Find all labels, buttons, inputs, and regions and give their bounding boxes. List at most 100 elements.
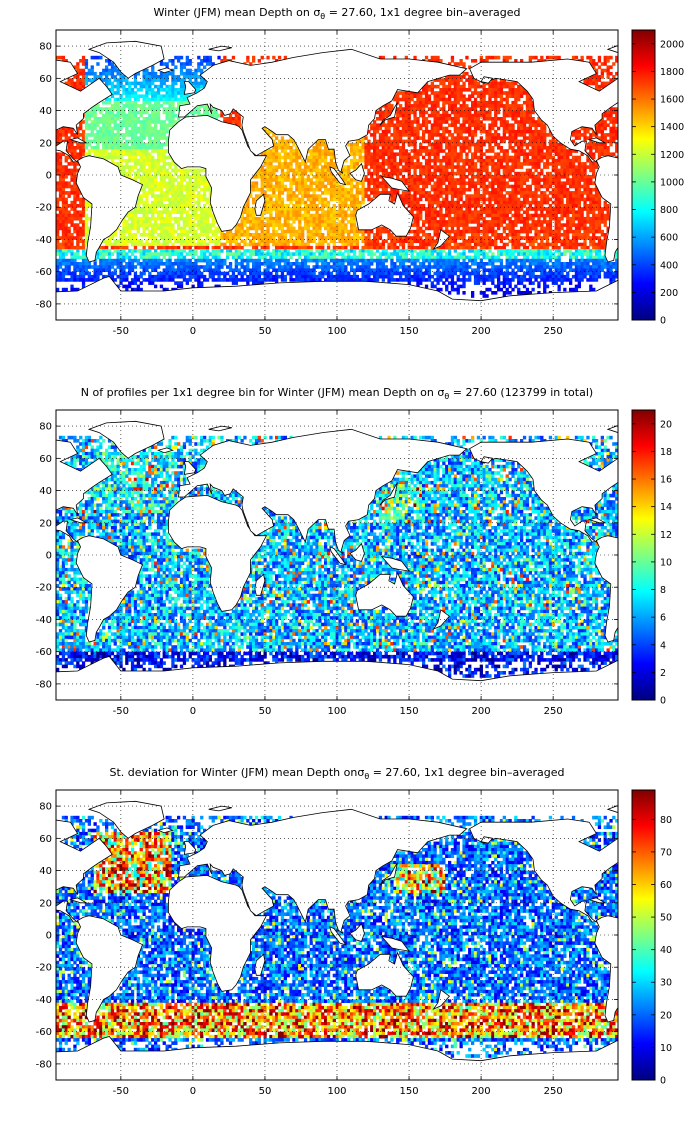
colorbar-tick-label: 1400 xyxy=(660,122,684,133)
y-tick-label: 80 xyxy=(39,802,52,813)
colorbar-tick-label: 2 xyxy=(660,668,666,679)
colorbar-tick-label: 1800 xyxy=(660,67,684,78)
y-tick-label: 40 xyxy=(39,106,52,117)
colorbar-tick-label: 1600 xyxy=(660,95,684,106)
colorbar-tick-label: 8 xyxy=(660,585,666,596)
colorbar-tick-label: 2000 xyxy=(660,39,684,50)
y-tick-label: -40 xyxy=(36,995,52,1006)
y-tick-label: -20 xyxy=(36,203,52,214)
x-tick-label: 100 xyxy=(327,326,346,337)
colorbar: 0 10 20 30 40 50 60 70 80 xyxy=(631,789,672,1087)
colorbar-tick-label: 50 xyxy=(660,913,672,924)
y-tick-label: 20 xyxy=(39,138,52,149)
colorbar-tick-label: 0 xyxy=(660,316,666,327)
y-tick-label: 60 xyxy=(39,834,52,845)
x-tick-label: 50 xyxy=(259,706,272,717)
title-text: Winter (JFM) mean Depth on xyxy=(154,6,314,19)
x-tick-label: 100 xyxy=(327,1086,346,1097)
grid-lines xyxy=(56,410,618,700)
y-tick-label: -40 xyxy=(36,615,52,626)
colorbar-tick-label: 60 xyxy=(660,880,672,891)
title-text: St. deviation for Winter (JFM) mean Dept… xyxy=(109,766,357,779)
data-field xyxy=(56,55,618,298)
colorbar-tick-label: 0 xyxy=(660,1076,666,1087)
colorbar-gradient xyxy=(631,789,656,1081)
x-tick-label: 150 xyxy=(400,706,419,717)
colorbar: 0 2 4 6 8 10 12 14 16 18 20 xyxy=(631,409,672,707)
y-tick-label: -20 xyxy=(36,963,52,974)
y-tick-label: 0 xyxy=(46,171,52,182)
colorbar-tick-label: 20 xyxy=(660,419,672,430)
y-tick-label: 60 xyxy=(39,454,52,465)
y-tick-label: -80 xyxy=(36,299,52,310)
panel-title: N of profiles per 1x1 degree bin for Win… xyxy=(81,386,593,401)
x-tick-label: -50 xyxy=(113,706,129,717)
y-tick-label: -60 xyxy=(36,1027,52,1038)
colorbar-tick-label: 1000 xyxy=(660,177,684,188)
x-tick-label: 250 xyxy=(544,326,563,337)
grid-lines xyxy=(56,30,618,320)
y-tick-label: 20 xyxy=(39,898,52,909)
title-text-end: = 27.60, 1x1 degree bin–averaged xyxy=(369,766,564,779)
colorbar-tick-label: 80 xyxy=(660,815,672,826)
colorbar-tick-label: 6 xyxy=(660,613,666,624)
x-tick-label: 0 xyxy=(190,706,196,717)
title-sigma: σ xyxy=(437,386,444,399)
colorbar-tick-label: 10 xyxy=(660,557,672,568)
y-tick-label: -80 xyxy=(36,1059,52,1070)
grid-lines xyxy=(56,790,618,1080)
title-subscript: θ xyxy=(444,392,449,401)
colorbar-tick-label: 14 xyxy=(660,502,672,513)
x-tick-label: 200 xyxy=(472,706,491,717)
colorbar-tick-label: 4 xyxy=(660,640,666,651)
colorbar-tick-label: 70 xyxy=(660,847,672,858)
colorbar-gradient xyxy=(631,29,656,321)
colorbar-tick-label: 40 xyxy=(660,945,672,956)
panel-title: Winter (JFM) mean Depth on σθ = 27.60, 1… xyxy=(154,6,521,21)
data-field xyxy=(56,815,618,1058)
coastlines xyxy=(56,420,618,700)
y-tick-label: -40 xyxy=(36,235,52,246)
y-tick-label: 40 xyxy=(39,486,52,497)
x-tick-label: 250 xyxy=(544,706,563,717)
x-tick-label: 200 xyxy=(472,1086,491,1097)
y-tick-label: 0 xyxy=(46,551,52,562)
panel-std-deviation: St. deviation for Winter (JFM) mean Dept… xyxy=(36,766,672,1097)
x-tick-label: -50 xyxy=(113,1086,129,1097)
panel-mean-depth: Winter (JFM) mean Depth on σθ = 27.60, 1… xyxy=(36,6,685,337)
x-tick-label: -50 xyxy=(113,326,129,337)
colorbar-gradient xyxy=(631,409,656,701)
colorbar-tick-label: 16 xyxy=(660,475,672,486)
x-tick-label: 100 xyxy=(327,706,346,717)
y-tick-label: 40 xyxy=(39,866,52,877)
y-tick-label: 80 xyxy=(39,422,52,433)
x-tick-label: 50 xyxy=(259,326,272,337)
y-tick-label: -20 xyxy=(36,583,52,594)
x-tick-label: 0 xyxy=(190,1086,196,1097)
y-tick-label: 60 xyxy=(39,74,52,85)
colorbar-tick-label: 10 xyxy=(660,1043,672,1054)
colorbar-tick-label: 12 xyxy=(660,530,672,541)
colorbar-tick-label: 30 xyxy=(660,978,672,989)
y-tick-label: -60 xyxy=(36,267,52,278)
title-subscript: θ xyxy=(320,12,325,21)
colorbar-tick-label: 600 xyxy=(660,233,678,244)
colorbar-tick-label: 800 xyxy=(660,205,678,216)
y-tick-label: 20 xyxy=(39,518,52,529)
title-sigma: σ xyxy=(313,6,320,19)
colorbar-tick-label: 1200 xyxy=(660,150,684,161)
title-sigma: σ xyxy=(357,766,364,779)
panel-profile-count: N of profiles per 1x1 degree bin for Win… xyxy=(36,386,672,717)
panel-title: St. deviation for Winter (JFM) mean Dept… xyxy=(109,766,564,781)
x-tick-label: 200 xyxy=(472,326,491,337)
colorbar-tick-label: 18 xyxy=(660,447,672,458)
x-tick-label: 50 xyxy=(259,1086,272,1097)
y-tick-label: -60 xyxy=(36,647,52,658)
title-text-end: = 27.60, 1x1 degree bin–averaged xyxy=(325,6,520,19)
x-tick-label: 250 xyxy=(544,1086,563,1097)
title-text: N of profiles per 1x1 degree bin for Win… xyxy=(81,386,438,399)
colorbar-tick-label: 0 xyxy=(660,696,666,707)
colorbar-tick-label: 200 xyxy=(660,288,678,299)
x-tick-label: 150 xyxy=(400,1086,419,1097)
